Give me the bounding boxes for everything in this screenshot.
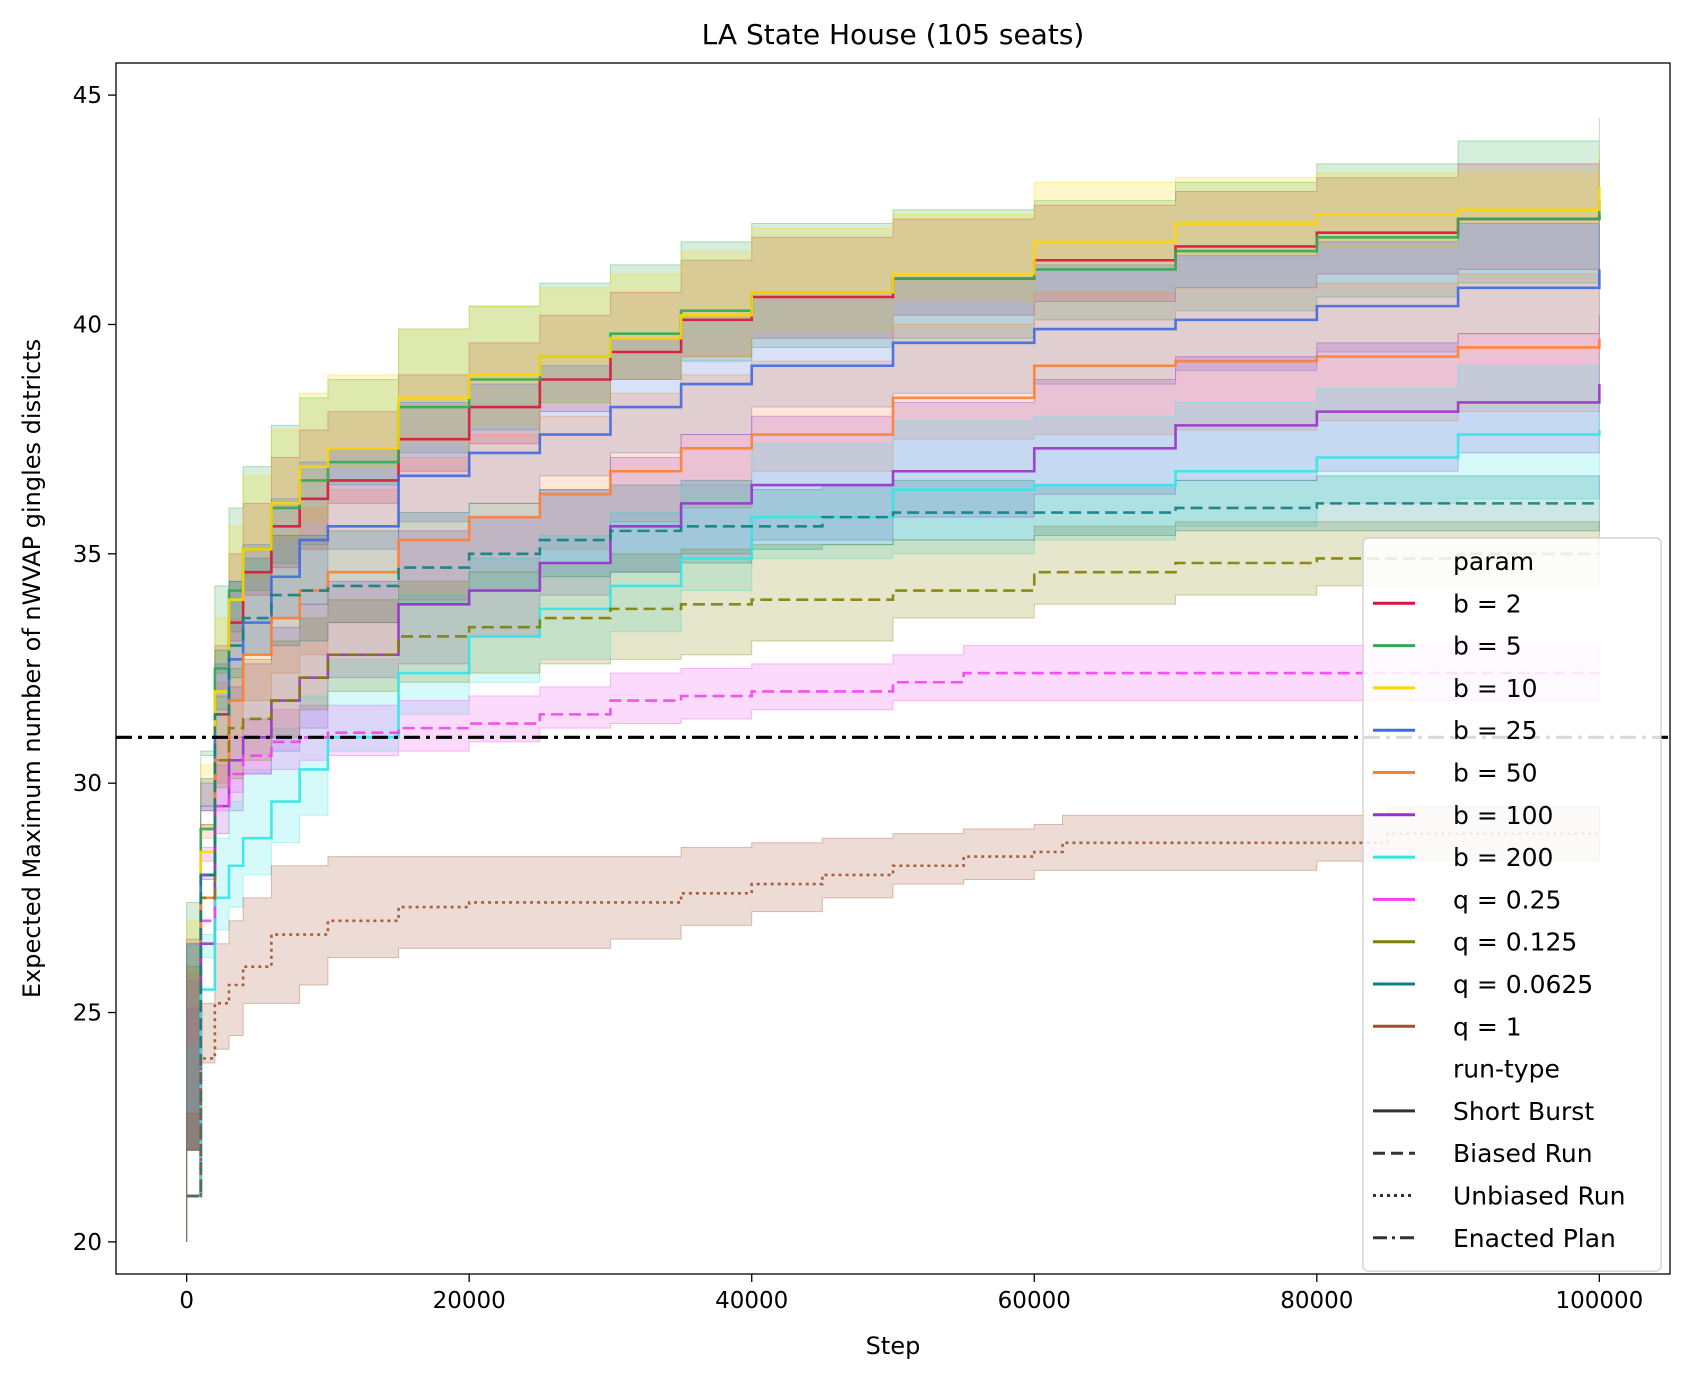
x-tick-label: 100000	[1555, 1288, 1643, 1314]
legend-item-b-200-label: b = 200	[1453, 843, 1553, 872]
plot-frame	[115, 62, 1671, 1275]
legend-item-q-1-label: q = 1	[1453, 1012, 1522, 1041]
band-b-100	[186, 315, 1600, 1242]
legend-item-q-0-0625-label: q = 0.0625	[1453, 970, 1593, 999]
x-tick-label: 60000	[998, 1288, 1071, 1314]
series-line-b-50	[186, 338, 1601, 1198]
legend-item-b-2-label: b = 2	[1453, 589, 1522, 618]
legend-item-b-100-label: b = 100	[1453, 801, 1553, 830]
axes: 0 20000 40000 60000 80000 100000 20 25 30 35 40 45	[73, 83, 1644, 1314]
y-axis-label: Expected Maximum number of nWVAP gingles…	[18, 339, 46, 998]
series-line-b-100	[186, 384, 1601, 1198]
x-tick-label: 80000	[1280, 1288, 1353, 1314]
y-tick-label: 35	[73, 542, 102, 568]
legend-item-b-10-label: b = 10	[1453, 674, 1538, 703]
legend-item-short-burst-label: Short Burst	[1453, 1097, 1594, 1126]
legend-item-b-25-label: b = 25	[1453, 716, 1538, 745]
y-tick-label: 40	[73, 312, 102, 338]
series-line-q-0-0625	[186, 502, 1600, 1198]
legend-item-q-0-125-label: q = 0.125	[1453, 928, 1577, 957]
legend-item-b-5-label: b = 5	[1453, 632, 1522, 661]
series-line-q-0-125	[186, 552, 1600, 1198]
series-line-q-0-25	[186, 671, 1600, 1198]
x-axis-label: Step	[866, 1332, 921, 1360]
legend-item-q-0-25-label: q = 0.25	[1453, 885, 1561, 914]
series-line-b-5	[186, 200, 1601, 1198]
legend-box	[1362, 537, 1662, 1272]
x-tick-label: 40000	[715, 1288, 788, 1314]
series-line-b-200	[186, 429, 1601, 1198]
legend-item-b-50-label: b = 50	[1453, 759, 1538, 788]
y-tick-label: 45	[73, 83, 102, 109]
chart-title: LA State House (105 seats)	[702, 18, 1085, 51]
x-tick-label: 20000	[433, 1288, 506, 1314]
x-tick-label: 0	[179, 1288, 194, 1314]
legend-item-enacted-plan-label: Enacted Plan	[1453, 1224, 1616, 1253]
y-tick-label: 30	[73, 771, 102, 797]
legend-item-unbiased-run-label: Unbiased Run	[1453, 1182, 1625, 1211]
series-lines	[186, 186, 1601, 1198]
legend-item-biased-run-label: Biased Run	[1453, 1139, 1593, 1168]
legend-title-param: param	[1453, 547, 1534, 576]
series-line-b-10	[186, 186, 1601, 1198]
legend-title-run-type: run-type	[1453, 1055, 1560, 1084]
legend: param b = 2 b = 5 b = 10 b = 25 b = 50 b = 100…	[1362, 537, 1662, 1272]
legend-items: param b = 2 b = 5 b = 10 b = 25 b = 50 b = 100…	[1373, 547, 1625, 1253]
series-line-b-25	[186, 269, 1601, 1198]
band-b-10	[186, 150, 1600, 1242]
y-tick-label: 20	[73, 1230, 102, 1256]
y-tick-label: 25	[73, 1001, 102, 1027]
